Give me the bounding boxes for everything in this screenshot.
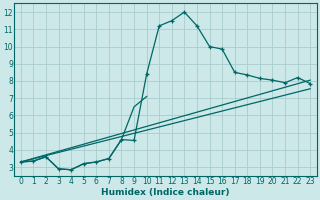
X-axis label: Humidex (Indice chaleur): Humidex (Indice chaleur) <box>101 188 230 197</box>
